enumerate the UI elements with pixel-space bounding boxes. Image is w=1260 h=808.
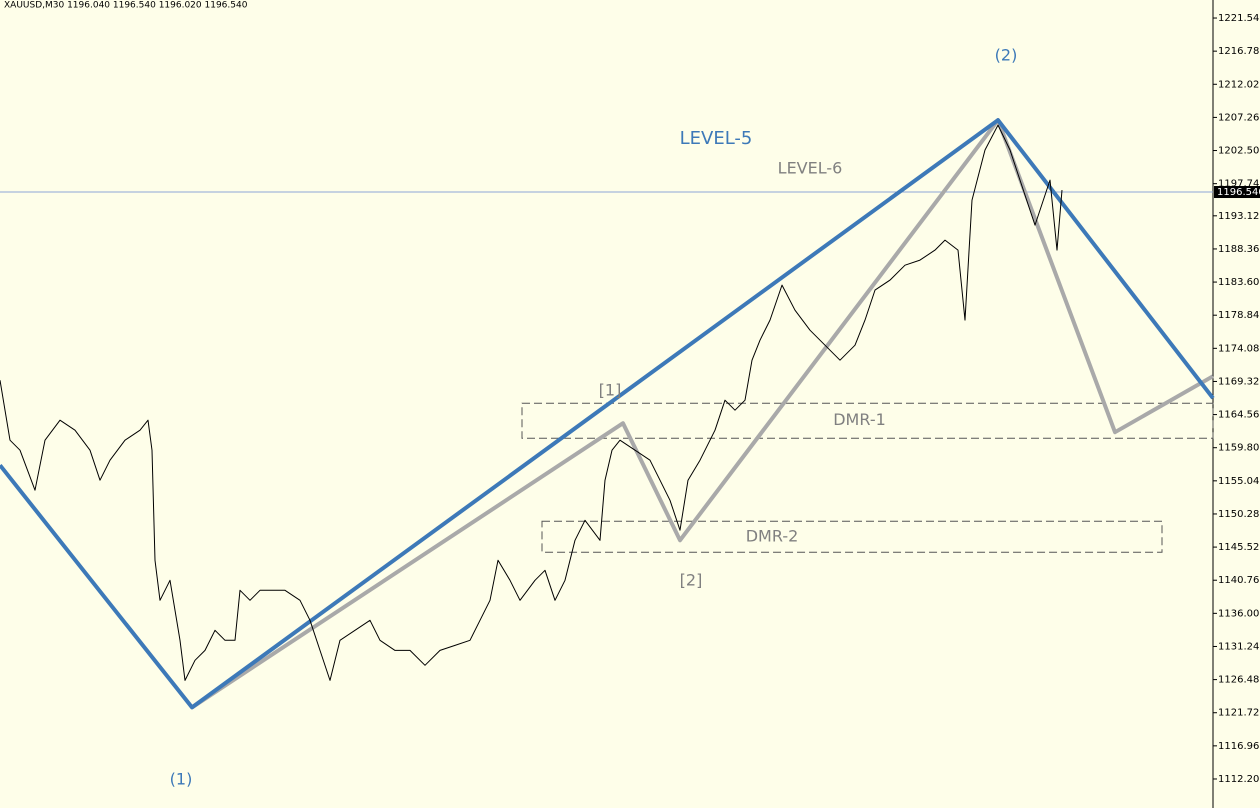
wave-label: (1) (170, 770, 193, 789)
wave-label: [2] (680, 571, 703, 590)
wave-label: [1] (599, 381, 622, 400)
y-tick-label: 1126.480 (1218, 675, 1260, 686)
y-tick-label: 1174.080 (1218, 343, 1260, 354)
y-tick-label: 1131.240 (1218, 641, 1260, 652)
price-box-label: 1196.540 (1217, 187, 1260, 198)
y-tick-label: 1145.520 (1218, 542, 1260, 553)
y-tick-label: 1116.960 (1218, 741, 1260, 752)
y-tick-label: 1212.020 (1218, 79, 1260, 90)
y-tick-label: 1112.200 (1218, 774, 1260, 785)
wave-label: (2) (995, 46, 1018, 65)
y-tick-label: 1169.320 (1218, 376, 1260, 387)
wave-line (0, 118, 1215, 710)
y-tick-label: 1136.000 (1218, 608, 1260, 619)
price-line-series (0, 124, 1063, 681)
y-tick-label: 1197.740 (1218, 179, 1260, 190)
y-tick-label: 1207.260 (1218, 112, 1260, 123)
level-label: LEVEL-6 (778, 159, 843, 178)
chart-title: XAUUSD,M30 1196.040 1196.540 1196.020 11… (4, 1, 248, 11)
level-label: LEVEL-5 (680, 128, 753, 149)
y-tick-label: 1183.600 (1218, 277, 1260, 288)
y-tick-label: 1140.760 (1218, 575, 1260, 586)
y-tick-label: 1150.280 (1218, 509, 1260, 520)
y-tick-label: 1164.560 (1218, 410, 1260, 421)
y-tick-label: 1159.800 (1218, 443, 1260, 454)
y-tick-label: 1121.720 (1218, 708, 1260, 719)
y-tick-label: 1221.540 (1218, 13, 1260, 24)
y-tick-label: 1202.500 (1218, 146, 1260, 157)
zone (521, 402, 1214, 439)
wave-line (190, 118, 1214, 710)
zone-label: DMR-1 (833, 410, 886, 429)
y-tick-label: 1155.040 (1218, 476, 1260, 487)
zone-label: DMR-2 (746, 526, 799, 545)
y-tick-label: 1216.780 (1218, 46, 1260, 57)
y-tick-label: 1178.840 (1218, 310, 1260, 321)
y-tick-label: 1193.120 (1218, 211, 1260, 222)
price-box (1214, 186, 1260, 199)
zone (541, 520, 1163, 553)
y-tick-label: 1188.360 (1218, 244, 1260, 255)
